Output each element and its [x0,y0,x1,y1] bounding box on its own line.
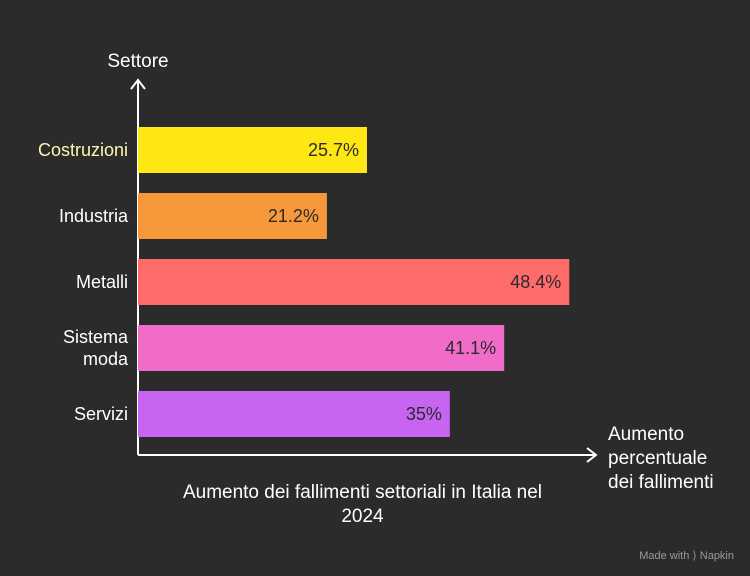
category-label: Sistema moda [63,327,129,369]
data-label: 25.7% [308,140,359,160]
bar-costruzioni [138,127,367,173]
data-label: 21.2% [268,206,319,226]
category-label: Costruzioni [38,140,128,160]
y-axis-title: Settore [107,51,168,72]
bars-group: 25.7% Costruzioni 21.2% Industria 48.4% Metal… [38,127,570,437]
bar-sistema-moda [138,325,505,371]
data-label: 41.1% [445,338,496,358]
data-label: 35% [406,404,442,424]
x-axis [138,447,598,463]
category-label: Servizi [74,404,128,424]
chart-caption: Aumento dei fallimenti settoriali in Ita… [182,482,543,527]
bar-servizi [138,391,450,437]
napkin-watermark: Made with ⟩ Napkin [639,550,734,562]
data-label: 48.4% [510,272,561,292]
bar-industria [138,193,327,239]
category-label: Industria [59,206,129,226]
x-axis-title: Aumento percentuale dei fallimenti [608,424,714,493]
bar-metalli [138,259,570,305]
category-label: Metalli [76,272,128,292]
